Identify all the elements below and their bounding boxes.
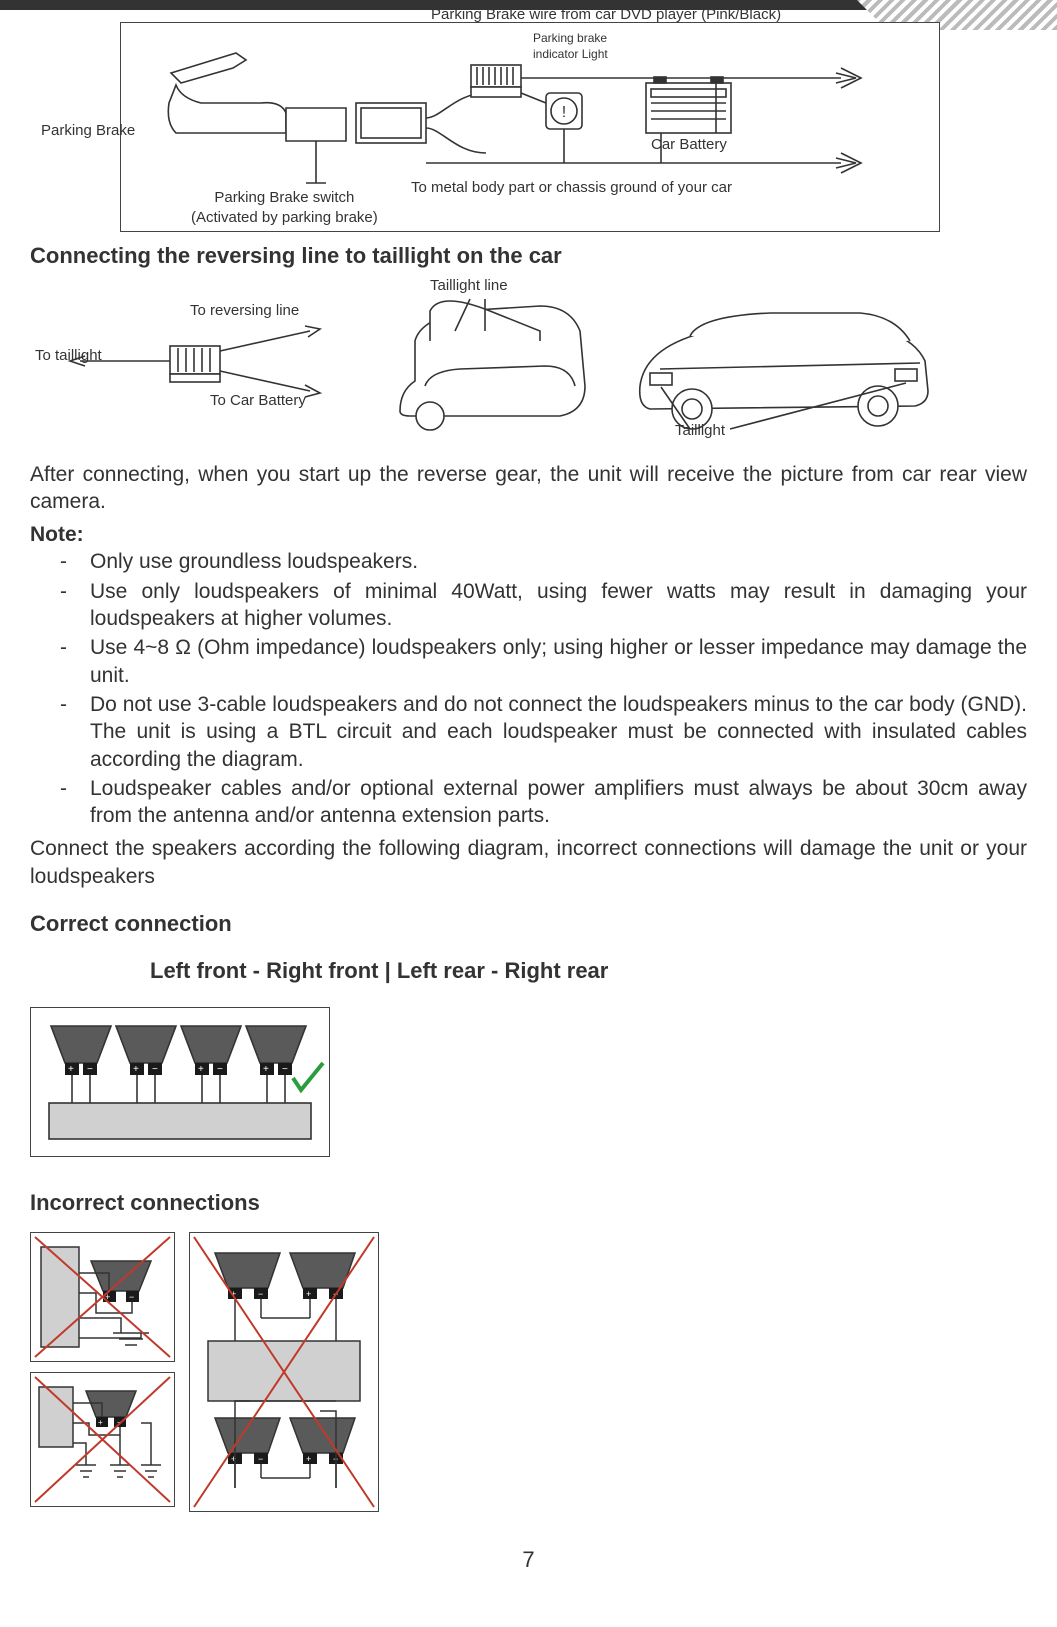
label-to-taillight: To taillight [35,346,102,366]
label-taillight: Taillight [675,421,725,441]
correct-connection-diagram: + − + − + − + − [30,1007,330,1157]
svg-text:+: + [98,1418,103,1427]
label-parking-brake: Parking Brake [41,121,135,141]
incorrect-diagram-2: +− +− +− +− [189,1232,379,1512]
svg-text:+: + [306,1289,311,1299]
heading-reversing-line: Connecting the reversing line to taillig… [30,242,1027,271]
svg-text:+: + [133,1064,139,1075]
svg-text:−: − [129,1292,134,1302]
page-number: 7 [30,1546,1027,1575]
incorrect-heading: Incorrect connections [30,1189,1027,1218]
note-item: Only use groundless loudspeakers. [90,548,1027,575]
svg-text:−: − [282,1064,288,1075]
note-item: Use only loudspeakers of minimal 40Watt,… [90,578,1027,633]
svg-text:+: + [198,1064,204,1075]
svg-text:−: − [152,1064,158,1075]
incorrect-diagrams-row: + − [30,1228,1027,1516]
svg-text:+: + [68,1064,74,1075]
label-to-battery: To Car Battery [210,391,306,411]
svg-text:+: + [263,1064,269,1075]
speaker-positions: Left front - Right front | Left rear - R… [150,957,1027,986]
incorrect-diagram-3: + − [30,1372,175,1507]
page-content: ! Parking Brake Parking Brake switch [0,22,1057,1614]
after-connecting-text: After connecting, when you start up the … [30,461,1027,516]
label-battery: Car Battery [651,135,727,155]
notes-list: Only use groundless loudspeakers. Use on… [30,548,1027,829]
svg-text:−: − [258,1289,263,1299]
svg-text:−: − [258,1454,263,1464]
label-indicator: Parking brake indicator Light [533,31,608,62]
svg-text:−: − [217,1064,223,1075]
note-label: Note: [30,521,1027,548]
correct-heading: Correct connection [30,910,1027,939]
svg-text:+: + [306,1454,311,1464]
connect-text: Connect the speakers according the follo… [30,835,1027,890]
taillight-diagram-row: To reversing line To taillight To Car Ba… [30,281,1027,451]
label-to-reversing: To reversing line [190,301,299,321]
incorrect-diagram-1: + − [30,1232,175,1362]
note-item: Loudspeaker cables and/or optional exter… [90,775,1027,830]
label-switch: Parking Brake switch (Activated by parki… [191,188,378,227]
svg-text:!: ! [562,104,566,121]
note-item: Use 4~8 Ω (Ohm impedance) loudspeakers o… [90,634,1027,689]
label-wire: Parking Brake wire from car DVD player (… [431,5,781,25]
label-taillight-line: Taillight line [430,276,508,296]
parking-brake-diagram: ! Parking Brake Parking Brake switch [120,22,940,232]
note-item: Do not use 3-cable loudspeakers and do n… [90,691,1027,773]
label-ground: To metal body part or chassis ground of … [411,178,732,198]
svg-text:−: − [87,1064,93,1075]
